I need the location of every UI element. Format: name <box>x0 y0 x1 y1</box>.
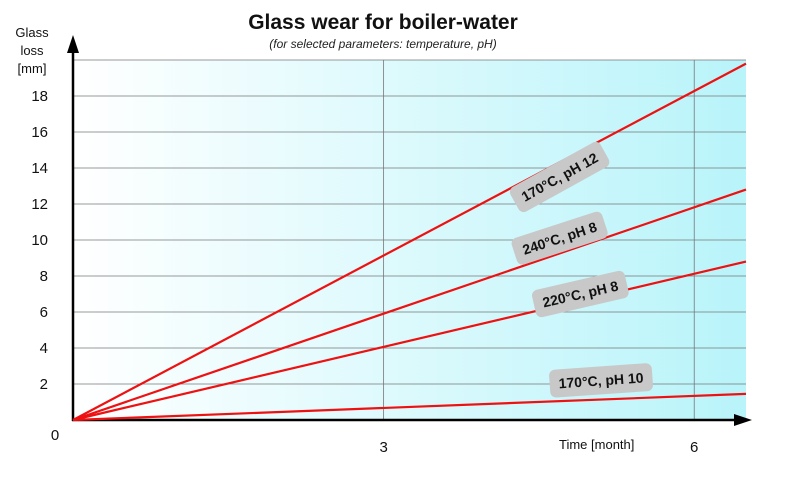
series-label-text: 170°C, pH 10 <box>558 369 644 391</box>
x-tick-label: 3 <box>379 439 387 456</box>
series-label-box <box>511 211 608 265</box>
series-line-4 <box>72 392 747 422</box>
y-tick-label: 10 <box>31 232 48 249</box>
y-tick-label: 18 <box>31 88 48 105</box>
x-tick-label: 6 <box>690 439 698 456</box>
y-tick-label: 4 <box>40 340 48 357</box>
y-tick-label: 8 <box>40 268 48 285</box>
y-axis-label-line-3: [mm] <box>18 61 47 76</box>
x-axis-label: Time [month] <box>559 437 634 452</box>
series-label-box <box>532 270 629 318</box>
axes <box>67 35 752 426</box>
series-line-2 <box>72 188 747 422</box>
x-axis-arrow <box>734 414 752 426</box>
y-tick-label: 12 <box>31 196 48 213</box>
series-label-box <box>549 363 653 398</box>
y-tick-label: 6 <box>40 304 48 321</box>
series-label-box <box>509 141 610 213</box>
y-tick-label: 16 <box>31 124 48 141</box>
series-line-3 <box>72 260 747 422</box>
grid-lines <box>73 59 746 420</box>
y-axis-arrow <box>67 35 79 53</box>
origin-label: 0 <box>51 427 59 444</box>
y-axis-label-line-2: loss <box>20 43 44 58</box>
y-tick-label: 2 <box>40 376 48 393</box>
series-line-1 <box>72 62 747 421</box>
y-tick-label: 14 <box>31 160 48 177</box>
y-axis-label-line-1: Glass <box>15 25 49 40</box>
chart-subtitle: (for selected parameters: temperature, p… <box>269 37 496 51</box>
series-label-4: 170°C, pH 10 <box>549 363 653 398</box>
chart-title: Glass wear for boiler-water <box>248 11 518 34</box>
series-lines <box>72 62 747 422</box>
tick-labels: 2 4 6 8 10 12 14 16 18 3 6 <box>31 88 698 456</box>
